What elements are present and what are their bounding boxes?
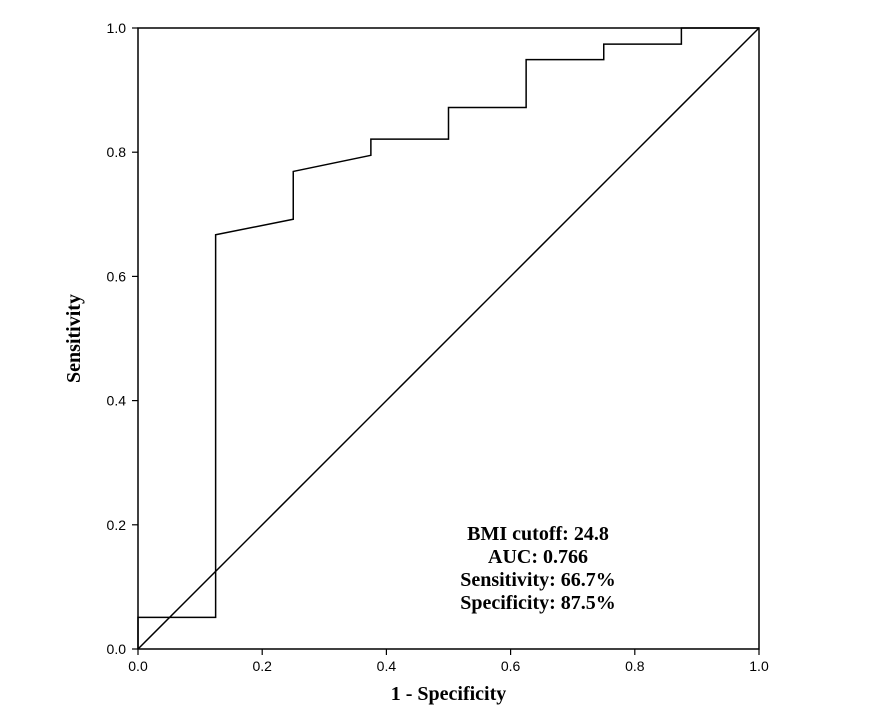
- x-tick-label: 0.6: [501, 658, 521, 674]
- x-axis-label: 1 - Specificity: [391, 683, 507, 705]
- plot-border: [137, 27, 760, 650]
- annotation-auc: AUC: 0.766: [488, 546, 588, 568]
- y-tick-label: 0.8: [107, 144, 127, 160]
- x-tick-label: 1.0: [749, 658, 769, 674]
- y-tick-label: 0.4: [107, 393, 127, 409]
- y-tick-label: 0.0: [107, 641, 127, 657]
- annotation-specificity: Specificity: 87.5%: [460, 592, 616, 614]
- series-group: [137, 27, 760, 650]
- annotation-block: BMI cutoff: 24.8 AUC: 0.766 Sensitivity:…: [460, 523, 616, 614]
- annotation-sensitivity: Sensitivity: 66.7%: [460, 569, 616, 591]
- plot-frame: [137, 27, 760, 650]
- y-tick-label: 1.0: [107, 20, 127, 36]
- reference-diagonal-line: [137, 27, 760, 650]
- x-tick-label: 0.2: [252, 658, 272, 674]
- roc-curve-line: [137, 27, 759, 649]
- annotation-cutoff: BMI cutoff: 24.8: [467, 523, 609, 545]
- y-tick-label: 0.6: [107, 268, 127, 284]
- y-axis-label: Sensitivity: [63, 294, 85, 383]
- x-tick-label: 0.4: [377, 658, 397, 674]
- x-tick-label: 0.0: [128, 658, 148, 674]
- y-axis-ticks: 0.0 0.2 0.4 0.6 0.8 1.0: [107, 20, 138, 657]
- x-tick-label: 0.8: [625, 658, 645, 674]
- x-axis-ticks: 0.0 0.2 0.4 0.6 0.8 1.0: [128, 649, 769, 674]
- y-tick-label: 0.2: [107, 517, 127, 533]
